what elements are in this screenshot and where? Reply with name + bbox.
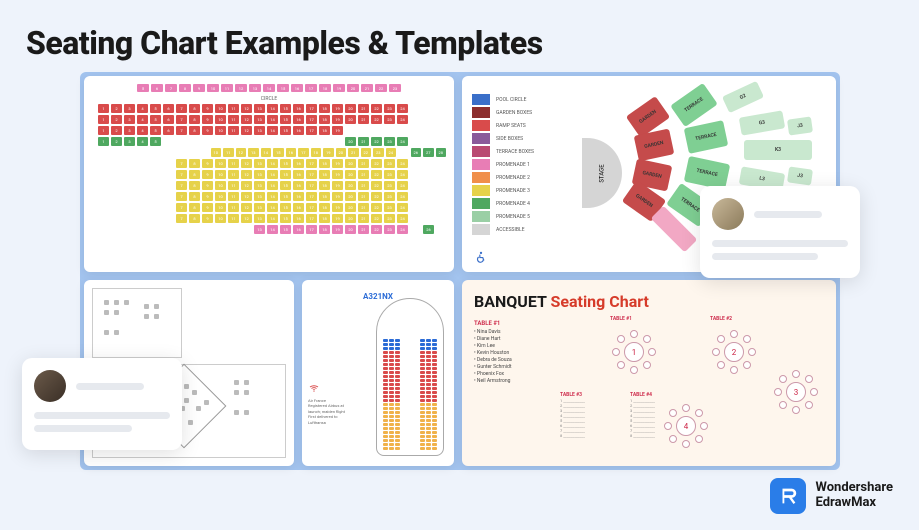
- wheelchair-icon: [474, 250, 488, 264]
- brand-line2: EdrawMax: [816, 496, 893, 511]
- brand-line1: Wondershare: [816, 481, 893, 496]
- banquet-title: BANQUET Seating Chart: [474, 292, 824, 311]
- user-callout-1: [700, 186, 860, 278]
- page-title: Seating Chart Examples & Templates: [26, 24, 543, 62]
- plane-info: Air FranceRegistered Airbus atlaunch; ma…: [308, 380, 368, 426]
- brand-lockup: Wondershare EdrawMax: [770, 478, 893, 514]
- brand-icon: [770, 478, 806, 514]
- avatar: [34, 370, 66, 402]
- theater-rows: 1234567891011121314151617181920212223241…: [92, 104, 446, 234]
- banquet-guest-list: TABLE #1 • Nina Davis• Diane Hart• Kim L…: [474, 320, 554, 385]
- theater-header-row: 567891011121314151617181920212223: [92, 84, 446, 92]
- plane-model: A321NX: [310, 292, 446, 301]
- stage-label: STAGE: [582, 138, 622, 208]
- template-banquet[interactable]: BANQUET Seating Chart TABLE #1 • Nina Da…: [462, 280, 836, 466]
- amphi-legend: POOL CIRCLEGARDEN BOXESRAMP SEATSSIDE BO…: [472, 94, 582, 237]
- template-airplane[interactable]: A321NX Air FranceRegistered Airbus atlau…: [302, 280, 454, 466]
- plane-outline: [376, 298, 444, 456]
- user-callout-2: [22, 358, 182, 450]
- theater-section-label: CIRCLE: [92, 96, 446, 102]
- avatar: [712, 198, 744, 230]
- wifi-icon: [308, 382, 320, 394]
- template-theater[interactable]: 567891011121314151617181920212223 CIRCLE…: [84, 76, 454, 272]
